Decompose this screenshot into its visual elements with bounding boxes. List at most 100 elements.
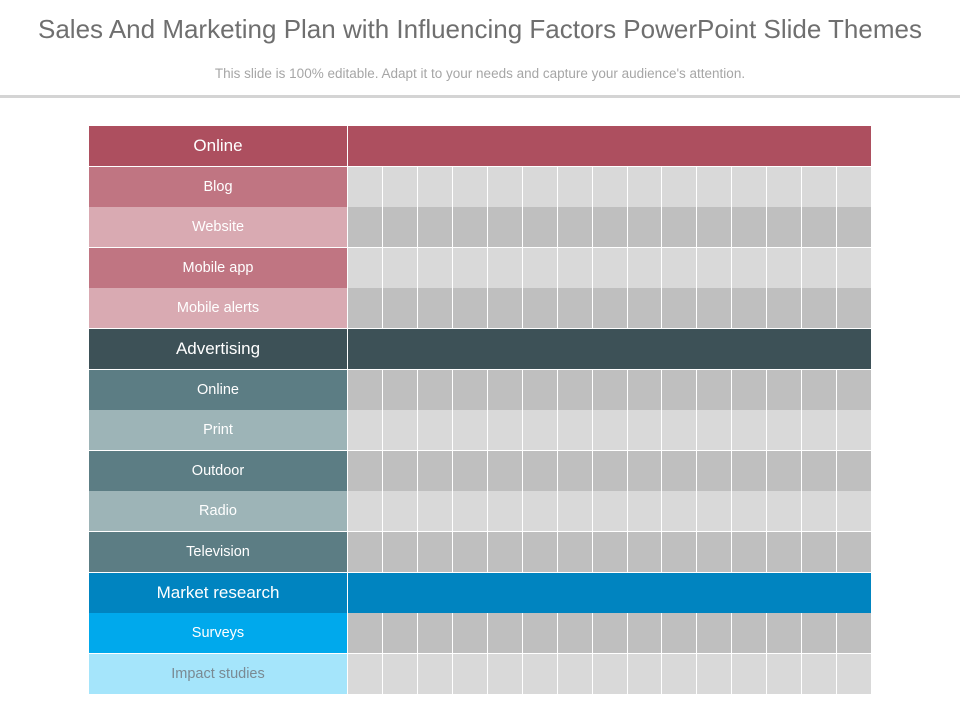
grid-cell[interactable] <box>452 653 487 694</box>
grid-cell[interactable] <box>452 207 487 248</box>
grid-cell[interactable] <box>452 288 487 329</box>
grid-cell[interactable] <box>417 410 452 451</box>
grid-cell[interactable] <box>837 410 872 451</box>
grid-cell[interactable] <box>837 531 872 572</box>
grid-cell[interactable] <box>662 369 697 410</box>
grid-cell[interactable] <box>522 531 557 572</box>
grid-cell[interactable] <box>382 450 417 491</box>
grid-cell[interactable] <box>382 613 417 654</box>
grid-cell[interactable] <box>522 247 557 288</box>
grid-cell[interactable] <box>487 369 522 410</box>
grid-cell[interactable] <box>487 410 522 451</box>
grid-cell[interactable] <box>837 450 872 491</box>
grid-cell[interactable] <box>557 288 592 329</box>
grid-cell[interactable] <box>487 207 522 248</box>
grid-cell[interactable] <box>557 410 592 451</box>
grid-cell[interactable] <box>522 288 557 329</box>
grid-cell[interactable] <box>767 247 802 288</box>
grid-cell[interactable] <box>557 531 592 572</box>
grid-cell[interactable] <box>732 613 767 654</box>
grid-cell[interactable] <box>767 613 802 654</box>
grid-cell[interactable] <box>557 613 592 654</box>
grid-cell[interactable] <box>732 531 767 572</box>
grid-cell[interactable] <box>417 653 452 694</box>
grid-cell[interactable] <box>767 653 802 694</box>
grid-cell[interactable] <box>522 450 557 491</box>
grid-cell[interactable] <box>417 166 452 207</box>
grid-cell[interactable] <box>697 450 732 491</box>
grid-cell[interactable] <box>382 491 417 532</box>
grid-cell[interactable] <box>627 653 662 694</box>
grid-cell[interactable] <box>487 450 522 491</box>
grid-cell[interactable] <box>592 653 627 694</box>
grid-cell[interactable] <box>732 491 767 532</box>
grid-cell[interactable] <box>382 531 417 572</box>
grid-cell[interactable] <box>662 613 697 654</box>
grid-cell[interactable] <box>837 369 872 410</box>
grid-cell[interactable] <box>452 531 487 572</box>
grid-cell[interactable] <box>662 207 697 248</box>
grid-cell[interactable] <box>662 491 697 532</box>
grid-cell[interactable] <box>627 491 662 532</box>
grid-cell[interactable] <box>732 410 767 451</box>
grid-cell[interactable] <box>837 207 872 248</box>
grid-cell[interactable] <box>522 653 557 694</box>
grid-cell[interactable] <box>487 166 522 207</box>
grid-cell[interactable] <box>557 653 592 694</box>
grid-cell[interactable] <box>802 531 837 572</box>
grid-cell[interactable] <box>592 247 627 288</box>
grid-cell[interactable] <box>767 369 802 410</box>
grid-cell[interactable] <box>627 288 662 329</box>
grid-cell[interactable] <box>627 531 662 572</box>
grid-cell[interactable] <box>487 247 522 288</box>
grid-cell[interactable] <box>557 450 592 491</box>
grid-cell[interactable] <box>662 410 697 451</box>
grid-cell[interactable] <box>662 247 697 288</box>
grid-cell[interactable] <box>557 207 592 248</box>
grid-cell[interactable] <box>697 207 732 248</box>
grid-cell[interactable] <box>732 450 767 491</box>
grid-cell[interactable] <box>452 369 487 410</box>
grid-cell[interactable] <box>802 288 837 329</box>
grid-cell[interactable] <box>662 288 697 329</box>
grid-cell[interactable] <box>732 166 767 207</box>
grid-cell[interactable] <box>557 247 592 288</box>
grid-cell[interactable] <box>697 653 732 694</box>
grid-cell[interactable] <box>348 410 382 451</box>
grid-cell[interactable] <box>837 613 872 654</box>
grid-cell[interactable] <box>557 166 592 207</box>
grid-cell[interactable] <box>732 288 767 329</box>
grid-cell[interactable] <box>627 613 662 654</box>
grid-cell[interactable] <box>592 166 627 207</box>
grid-cell[interactable] <box>592 369 627 410</box>
grid-cell[interactable] <box>417 531 452 572</box>
grid-cell[interactable] <box>732 207 767 248</box>
grid-cell[interactable] <box>382 247 417 288</box>
grid-cell[interactable] <box>522 613 557 654</box>
grid-cell[interactable] <box>382 166 417 207</box>
grid-cell[interactable] <box>522 491 557 532</box>
grid-cell[interactable] <box>452 247 487 288</box>
grid-cell[interactable] <box>767 288 802 329</box>
grid-cell[interactable] <box>348 369 382 410</box>
grid-cell[interactable] <box>732 653 767 694</box>
grid-cell[interactable] <box>487 491 522 532</box>
grid-cell[interactable] <box>487 653 522 694</box>
grid-cell[interactable] <box>802 207 837 248</box>
grid-cell[interactable] <box>592 207 627 248</box>
grid-cell[interactable] <box>627 450 662 491</box>
grid-cell[interactable] <box>417 450 452 491</box>
grid-cell[interactable] <box>802 450 837 491</box>
grid-cell[interactable] <box>452 613 487 654</box>
grid-cell[interactable] <box>732 369 767 410</box>
grid-cell[interactable] <box>592 410 627 451</box>
grid-cell[interactable] <box>767 531 802 572</box>
grid-cell[interactable] <box>557 491 592 532</box>
grid-cell[interactable] <box>522 369 557 410</box>
grid-cell[interactable] <box>487 531 522 572</box>
grid-cell[interactable] <box>802 247 837 288</box>
grid-cell[interactable] <box>697 288 732 329</box>
grid-cell[interactable] <box>732 247 767 288</box>
grid-cell[interactable] <box>837 247 872 288</box>
grid-cell[interactable] <box>348 450 382 491</box>
